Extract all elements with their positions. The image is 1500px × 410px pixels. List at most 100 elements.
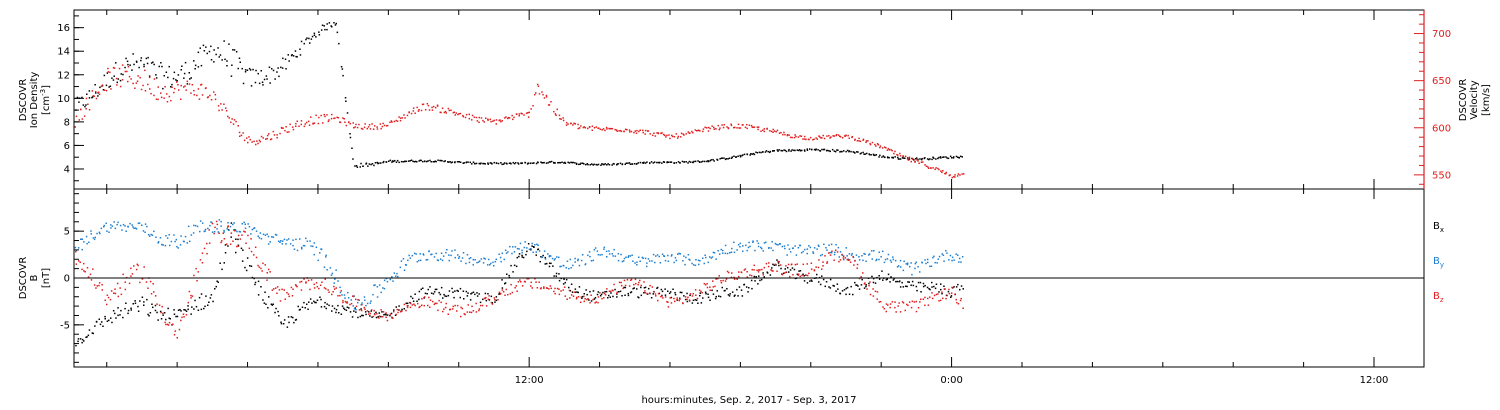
data-point (780, 131, 782, 134)
data-point (661, 132, 663, 134)
data-point (241, 223, 243, 225)
data-point (720, 282, 723, 284)
data-point (162, 314, 164, 316)
bottom-left-axis-title-line3: [nT] (41, 268, 52, 288)
data-point (210, 59, 213, 61)
data-point (499, 256, 502, 259)
data-point (673, 162, 675, 164)
data-point (526, 278, 528, 280)
data-point (914, 158, 917, 160)
data-point (537, 161, 539, 164)
data-point (439, 111, 441, 114)
data-point (709, 299, 711, 301)
data-point (497, 299, 499, 301)
data-point (364, 311, 367, 313)
data-point (160, 62, 162, 64)
data-point (673, 136, 676, 138)
data-point (189, 78, 191, 80)
data-point (260, 238, 263, 240)
data-point (544, 263, 546, 265)
data-point (518, 255, 520, 258)
data-point (804, 274, 807, 276)
data-point (843, 289, 846, 291)
data-point (194, 68, 196, 70)
data-point (398, 309, 400, 311)
data-point (937, 293, 939, 295)
data-point (564, 295, 566, 297)
data-point (306, 37, 308, 39)
data-point (828, 150, 830, 152)
data-point (721, 124, 723, 126)
data-point (704, 254, 706, 256)
data-point (370, 163, 372, 166)
data-point (876, 291, 879, 293)
data-point (261, 270, 263, 272)
data-point (450, 161, 453, 164)
data-point (358, 309, 361, 311)
data-point (200, 84, 202, 86)
data-point (571, 161, 574, 164)
data-point (771, 267, 773, 269)
data-point (506, 163, 508, 165)
data-point (897, 305, 899, 307)
data-point (264, 291, 266, 293)
data-point (641, 162, 644, 164)
data-point (393, 310, 395, 313)
data-point (646, 262, 648, 264)
data-point (349, 311, 352, 313)
data-point (190, 92, 192, 94)
data-point (826, 249, 828, 251)
legend-bx: Bx (1433, 221, 1444, 234)
data-point (872, 295, 875, 297)
data-point (744, 268, 747, 270)
data-point (852, 293, 854, 296)
data-point (530, 108, 532, 110)
data-point (101, 321, 103, 323)
data-point (82, 104, 85, 106)
data-point (227, 225, 229, 227)
data-point (837, 149, 839, 151)
data-point (269, 138, 272, 141)
data-point (251, 141, 253, 143)
data-point (652, 293, 654, 295)
data-point (303, 42, 305, 45)
data-point (962, 173, 965, 175)
data-point (550, 262, 552, 265)
data-point (757, 126, 760, 128)
data-point (562, 119, 565, 122)
data-point (606, 256, 608, 258)
data-point (662, 297, 664, 299)
data-point (119, 79, 122, 82)
data-point (750, 279, 753, 282)
data-point (426, 160, 428, 163)
data-point (609, 296, 611, 298)
data-point (843, 150, 845, 152)
data-point (484, 258, 486, 260)
data-point (320, 306, 323, 308)
data-point (769, 130, 771, 132)
data-point (932, 256, 934, 259)
data-point (344, 297, 346, 299)
data-point (313, 242, 316, 244)
data-point (841, 290, 844, 292)
data-point (595, 126, 597, 128)
data-point (198, 296, 201, 299)
data-point (521, 249, 523, 252)
data-point (158, 65, 160, 68)
data-point (445, 112, 447, 114)
data-point (355, 123, 357, 126)
data-point (580, 125, 582, 127)
data-point (676, 297, 678, 299)
data-point (544, 258, 547, 260)
data-point (520, 112, 522, 115)
data-point (188, 290, 191, 293)
data-point (848, 150, 851, 152)
data-point (193, 94, 196, 96)
data-point (220, 225, 222, 227)
data-point (451, 250, 453, 252)
data-point (642, 162, 645, 164)
data-point (474, 259, 476, 261)
data-point (163, 312, 166, 314)
data-point (915, 310, 918, 313)
data-point (907, 159, 910, 161)
